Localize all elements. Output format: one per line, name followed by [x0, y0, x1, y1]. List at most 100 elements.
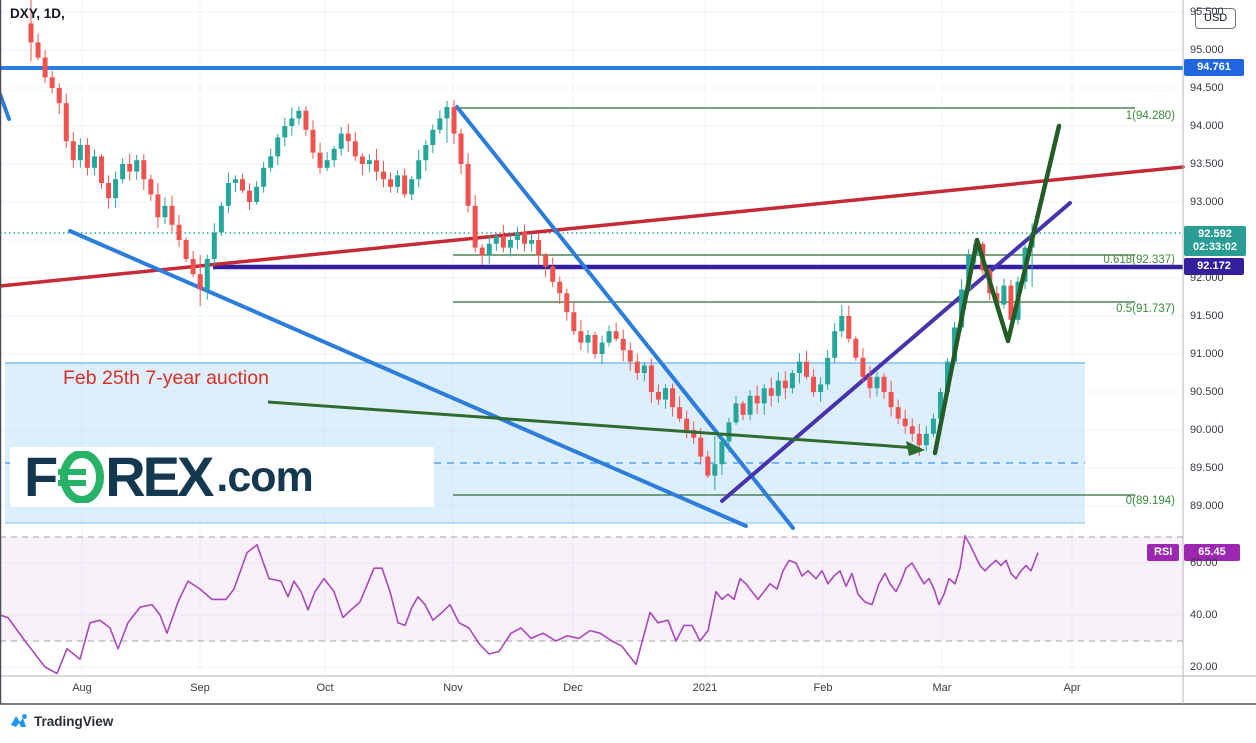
- candle-body: [592, 335, 598, 354]
- candle-body: [310, 129, 316, 153]
- candle-body: [1001, 285, 1007, 305]
- blue-downtrend-1[interactable]: [68, 229, 748, 528]
- candle-body: [655, 392, 661, 400]
- candle-body: [641, 365, 647, 373]
- candle-body: [190, 259, 196, 275]
- candle-body: [945, 361, 950, 392]
- candle-body: [1008, 285, 1014, 320]
- candle-body: [155, 194, 161, 218]
- currency-button[interactable]: USD: [1195, 8, 1237, 29]
- candle-body: [141, 160, 147, 180]
- candle-body: [839, 316, 845, 332]
- candle-body: [373, 160, 379, 172]
- trend-arrow-line[interactable]: [267, 400, 919, 450]
- candle-body: [536, 240, 542, 256]
- blue-left-edge-fragment[interactable]: [0, 92, 11, 121]
- candle-body: [430, 129, 436, 145]
- candle-body: [606, 331, 612, 343]
- candle-body: [317, 152, 323, 168]
- candle-body: [225, 183, 231, 206]
- candle-body: [303, 110, 309, 130]
- rsi-line: [0, 534, 1039, 675]
- tradingview-label: TradingView: [34, 714, 114, 729]
- candle-body: [768, 388, 774, 396]
- candle-body: [522, 232, 527, 244]
- candle-body: [282, 126, 288, 138]
- candle-body: [585, 335, 591, 343]
- highlight-region: [5, 363, 1085, 523]
- candle-body: [381, 171, 386, 180]
- candle-body: [331, 148, 337, 161]
- candle-body: [275, 137, 281, 157]
- candle-body: [437, 118, 443, 130]
- candle-body: [818, 384, 824, 392]
- candle-body: [761, 388, 767, 404]
- candle-body: [529, 240, 535, 244]
- candle-body: [42, 57, 48, 78]
- candle-body: [557, 281, 563, 294]
- candle-body: [479, 247, 485, 256]
- candle-body: [162, 205, 168, 218]
- candle-body: [663, 388, 668, 400]
- candle-body: [120, 164, 126, 180]
- candle-body: [423, 145, 429, 161]
- candle-body: [634, 361, 640, 373]
- candle-body: [923, 433, 929, 446]
- candle-body: [507, 240, 513, 248]
- candle-body: [613, 331, 619, 339]
- candle-body: [698, 437, 704, 457]
- candle-body: [599, 342, 605, 354]
- tradingview-logo[interactable]: TradingView: [8, 711, 113, 732]
- purple-rising-trendline[interactable]: [720, 201, 1072, 503]
- candle-body: [183, 240, 189, 259]
- candle-body: [782, 380, 788, 389]
- candle-body: [63, 103, 69, 142]
- candle-body: [28, 23, 34, 43]
- candle-body: [289, 118, 295, 126]
- candle-body: [874, 376, 880, 389]
- tradingview-icon: [11, 714, 27, 727]
- candle-body: [409, 179, 415, 195]
- candle-body: [472, 205, 478, 248]
- candle-body: [867, 376, 873, 389]
- candle-body: [218, 205, 224, 233]
- rsi-band: [0, 537, 1183, 641]
- candle-body: [261, 167, 267, 187]
- candle-body: [543, 255, 549, 267]
- candle-body: [56, 88, 62, 104]
- candle-body: [444, 107, 450, 119]
- candle-body: [232, 179, 238, 183]
- zigzag-projection[interactable]: [932, 123, 1062, 456]
- candle-body: [211, 232, 217, 259]
- candle-body: [860, 357, 866, 377]
- candle-body: [345, 133, 351, 142]
- blue-downtrend-2[interactable]: [455, 105, 795, 530]
- candle-body: [176, 224, 182, 240]
- candle-body: [247, 190, 253, 202]
- candle-body: [197, 274, 203, 290]
- candle-body: [35, 42, 41, 58]
- candle-body: [500, 236, 506, 248]
- candle-body: [70, 141, 76, 161]
- candle-body: [804, 361, 809, 377]
- candle-body: [204, 259, 210, 290]
- candle-body: [388, 179, 394, 187]
- candle-body: [268, 156, 274, 168]
- candle-body: [888, 392, 894, 408]
- candle-body: [416, 160, 422, 180]
- candle-body: [916, 433, 922, 446]
- candle-body: [458, 133, 464, 164]
- red-rising-trendline[interactable]: [0, 165, 1185, 288]
- candle-body: [712, 464, 718, 476]
- candle-body: [578, 331, 584, 343]
- candle-body: [91, 156, 97, 168]
- candle-body: [169, 205, 175, 225]
- candle-body: [895, 407, 901, 419]
- candle-body: [684, 418, 690, 430]
- candle-body: [832, 331, 838, 358]
- candle-body: [705, 456, 711, 476]
- candle-body: [49, 77, 55, 88]
- candle-body: [853, 338, 859, 358]
